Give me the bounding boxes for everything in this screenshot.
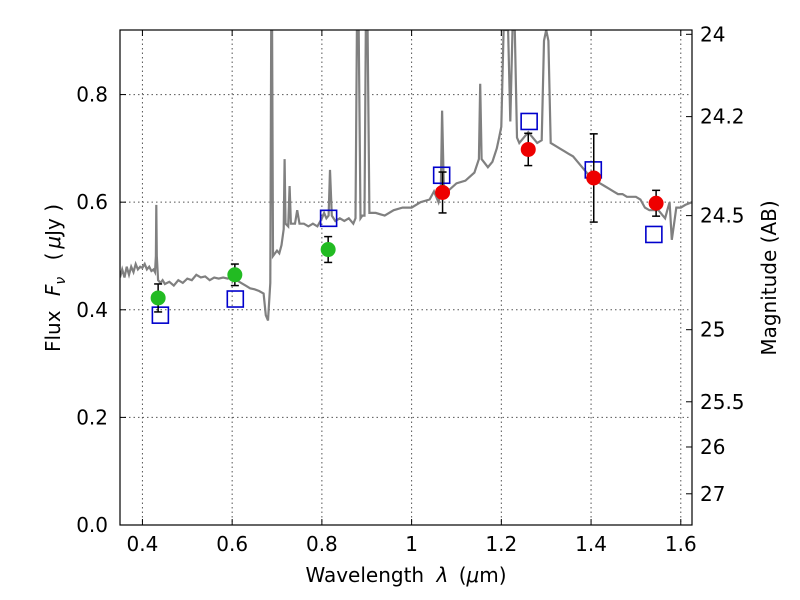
y2-tick-label: 25 [700, 318, 725, 342]
x-axis-label: Wavelength λ (μm) [305, 563, 506, 587]
plot-area [120, 30, 692, 321]
model-photometry-marker [645, 225, 663, 244]
model-photometry-marker [226, 290, 245, 308]
x-tick-label: 1.6 [665, 532, 697, 556]
y-tick-label: 0.8 [76, 83, 108, 107]
x-tick-label: 0.8 [306, 532, 338, 556]
green-point-marker [227, 267, 243, 283]
y2-tick-label: 24.5 [700, 204, 745, 228]
y-tick-label: 0.2 [76, 405, 108, 429]
x-tick-label: 0.4 [127, 532, 159, 556]
green-point-marker [150, 290, 166, 306]
x-tick-label: 1 [405, 532, 418, 556]
y2-tick-label: 24.2 [700, 105, 745, 129]
y2-axis-label: Magnitude (AB) [757, 200, 781, 355]
ticks: 0.4 0.6 0.8 1 1.2 1.4 1.6 0.0 0.2 0.4 0.6 0.8 24 24.2… [76, 22, 744, 556]
x-tick-label: 1.2 [485, 532, 517, 556]
y-axis-label: Flux Fν (μJy ) [41, 204, 70, 352]
red-point-marker [520, 141, 536, 157]
model-photometry-marker [520, 112, 538, 131]
red-point-marker [586, 170, 602, 186]
x-tick-label: 0.6 [216, 532, 248, 556]
red-point-marker [648, 195, 664, 211]
y-tick-label: 0.0 [76, 513, 108, 537]
model-photometry-marker [319, 209, 338, 228]
green-point-marker [320, 242, 336, 258]
spectrum-line [120, 30, 692, 321]
y-tick-label: 0.6 [76, 190, 108, 214]
x-tick-label: 1.4 [575, 532, 607, 556]
red-point-marker [435, 184, 451, 200]
plot-frame [119, 29, 693, 526]
model-photometry-marker [432, 166, 451, 185]
y2-tick-label: 24 [700, 22, 725, 46]
markers [150, 112, 664, 324]
y-tick-label: 0.4 [76, 298, 108, 322]
y2-tick-label: 26 [700, 435, 725, 459]
model-photometry-marker [151, 306, 170, 324]
y2-tick-label: 27 [700, 482, 725, 506]
y2-tick-label: 25.5 [700, 390, 745, 414]
